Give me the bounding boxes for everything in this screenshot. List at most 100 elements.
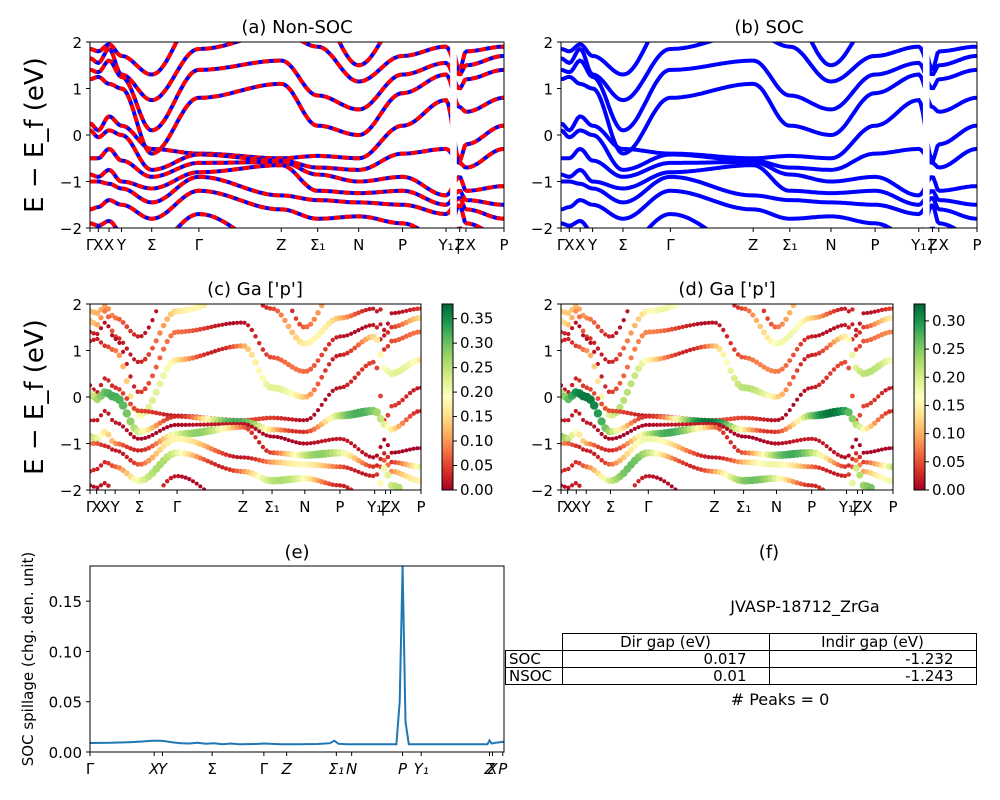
band-point bbox=[765, 429, 770, 434]
band-point bbox=[168, 415, 174, 420]
band-point bbox=[227, 467, 233, 472]
band-point bbox=[632, 322, 638, 329]
band-point bbox=[106, 378, 111, 383]
y-tick-label: 1 bbox=[72, 81, 82, 99]
band-point bbox=[817, 438, 822, 443]
colorbar-tick-label: 0.05 bbox=[932, 453, 965, 471]
band-point bbox=[334, 386, 339, 391]
band-point bbox=[153, 450, 160, 457]
x-tick-label: Σ₁ bbox=[329, 760, 345, 778]
band-point bbox=[152, 388, 160, 396]
band-point bbox=[249, 456, 254, 461]
band-point bbox=[754, 427, 759, 433]
band-point bbox=[145, 403, 153, 411]
x-tick-label: Z bbox=[455, 236, 465, 254]
band-point bbox=[853, 327, 859, 333]
band-point bbox=[90, 418, 93, 423]
band-point bbox=[850, 456, 855, 462]
x-tick-label: Z bbox=[748, 236, 758, 254]
band-point bbox=[260, 444, 266, 450]
gap-table-row: NSOC 0.01 -1.243 bbox=[505, 667, 977, 685]
x-tick-label: Γ bbox=[557, 236, 566, 254]
colorbar-tick-label: 0.20 bbox=[932, 368, 965, 386]
band-point bbox=[102, 376, 107, 381]
band-point bbox=[224, 422, 229, 427]
panel-d-frame bbox=[560, 303, 894, 491]
y-tick-label: 2 bbox=[72, 34, 82, 52]
band-point bbox=[632, 418, 638, 424]
band-point bbox=[581, 417, 586, 423]
band-point bbox=[385, 344, 391, 349]
band-point bbox=[224, 321, 229, 327]
band-point bbox=[363, 462, 369, 468]
band-point bbox=[120, 363, 126, 370]
band-point bbox=[356, 469, 361, 474]
band-point bbox=[584, 348, 590, 354]
band-point bbox=[400, 309, 405, 314]
colorbar-c bbox=[441, 303, 454, 491]
band-point bbox=[337, 464, 343, 470]
band-point bbox=[853, 457, 859, 463]
band-point bbox=[831, 450, 837, 455]
band-point bbox=[735, 415, 741, 421]
band-point bbox=[610, 408, 615, 414]
colorbar-d bbox=[913, 303, 926, 491]
band-point bbox=[798, 437, 803, 442]
band-point bbox=[820, 441, 826, 446]
band-point bbox=[337, 334, 343, 339]
band-point bbox=[113, 385, 118, 391]
x-tick-label: Y₁ bbox=[414, 760, 429, 778]
band-point bbox=[374, 365, 380, 371]
band-point bbox=[91, 337, 96, 342]
band-point bbox=[562, 441, 568, 446]
band-point bbox=[743, 355, 748, 360]
band-point bbox=[816, 465, 822, 471]
band-point bbox=[846, 463, 851, 468]
band-point bbox=[330, 337, 335, 343]
band-point bbox=[573, 343, 579, 349]
band-point bbox=[161, 426, 166, 431]
band-point bbox=[806, 335, 811, 340]
band-point bbox=[242, 455, 247, 460]
band-point bbox=[665, 422, 671, 427]
band-point bbox=[723, 359, 731, 366]
band-point bbox=[124, 361, 129, 367]
band-point bbox=[256, 457, 262, 463]
band-point bbox=[290, 308, 295, 314]
band-break bbox=[450, 42, 457, 228]
x-tick-label: Γ bbox=[86, 498, 95, 516]
band-point bbox=[577, 483, 582, 488]
band-point bbox=[739, 434, 744, 439]
band-point bbox=[212, 462, 218, 467]
band-point bbox=[588, 336, 593, 341]
panel-d-points bbox=[561, 304, 893, 490]
band-point bbox=[687, 449, 693, 455]
x-tick-label: Z bbox=[709, 498, 719, 516]
band-point bbox=[669, 484, 674, 489]
band-point bbox=[883, 446, 888, 451]
band-point bbox=[415, 386, 420, 391]
band-point bbox=[330, 463, 336, 470]
band-point bbox=[879, 390, 885, 396]
band-point bbox=[802, 337, 807, 343]
band-point bbox=[597, 417, 606, 426]
band-point bbox=[245, 455, 251, 460]
band-point bbox=[639, 415, 645, 420]
band-point bbox=[650, 414, 656, 419]
band-point bbox=[393, 450, 398, 455]
band-point bbox=[220, 346, 225, 352]
band-point bbox=[842, 455, 848, 460]
band-point bbox=[631, 372, 639, 380]
band-point bbox=[835, 462, 841, 468]
band-point bbox=[890, 306, 893, 311]
band-point bbox=[98, 340, 104, 345]
band-point bbox=[577, 411, 582, 416]
band-point bbox=[216, 347, 221, 353]
band-point bbox=[761, 417, 767, 422]
band-point bbox=[842, 473, 848, 479]
band-point bbox=[713, 320, 719, 325]
band-point bbox=[673, 326, 678, 331]
band-point bbox=[566, 418, 571, 423]
band-point bbox=[110, 417, 115, 423]
